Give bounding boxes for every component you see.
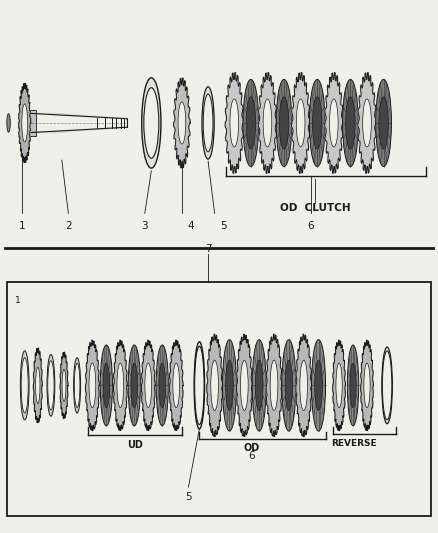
Ellipse shape xyxy=(202,87,214,159)
Ellipse shape xyxy=(270,360,278,410)
Ellipse shape xyxy=(240,360,248,410)
Polygon shape xyxy=(333,340,346,431)
Text: 1: 1 xyxy=(18,221,25,231)
Ellipse shape xyxy=(203,94,213,152)
Ellipse shape xyxy=(128,345,141,426)
Polygon shape xyxy=(292,72,310,173)
Ellipse shape xyxy=(364,363,370,408)
Polygon shape xyxy=(85,340,99,431)
Ellipse shape xyxy=(297,99,305,147)
Ellipse shape xyxy=(20,351,29,420)
Ellipse shape xyxy=(21,358,28,413)
Ellipse shape xyxy=(35,367,40,403)
Ellipse shape xyxy=(142,78,161,168)
Polygon shape xyxy=(170,340,183,431)
Ellipse shape xyxy=(315,360,322,410)
Polygon shape xyxy=(173,78,190,168)
Text: REVERSE: REVERSE xyxy=(332,439,377,448)
Text: 1: 1 xyxy=(15,296,21,305)
Ellipse shape xyxy=(89,363,96,408)
Polygon shape xyxy=(296,334,311,437)
Ellipse shape xyxy=(230,99,239,147)
Text: 3: 3 xyxy=(141,221,148,231)
Ellipse shape xyxy=(329,99,338,147)
Polygon shape xyxy=(237,334,252,437)
Ellipse shape xyxy=(346,97,355,149)
Ellipse shape xyxy=(309,79,325,166)
Ellipse shape xyxy=(363,99,371,147)
Text: OD: OD xyxy=(244,443,260,453)
Polygon shape xyxy=(325,72,343,173)
Polygon shape xyxy=(141,340,155,431)
Ellipse shape xyxy=(194,346,204,425)
Ellipse shape xyxy=(62,369,66,401)
Ellipse shape xyxy=(382,351,392,420)
Ellipse shape xyxy=(159,363,166,408)
Ellipse shape xyxy=(282,340,296,431)
Ellipse shape xyxy=(279,97,289,149)
Text: 2: 2 xyxy=(65,221,72,231)
Ellipse shape xyxy=(74,364,80,408)
Polygon shape xyxy=(207,334,223,437)
Polygon shape xyxy=(225,72,244,173)
Ellipse shape xyxy=(350,363,356,408)
Ellipse shape xyxy=(117,363,124,408)
Polygon shape xyxy=(31,114,127,119)
Ellipse shape xyxy=(7,114,11,132)
Ellipse shape xyxy=(100,345,113,426)
Ellipse shape xyxy=(311,340,325,431)
Polygon shape xyxy=(33,348,42,423)
Ellipse shape xyxy=(336,363,342,408)
Ellipse shape xyxy=(300,360,307,410)
Text: 6: 6 xyxy=(307,221,314,231)
Text: 5: 5 xyxy=(185,492,192,503)
Bar xyxy=(7,282,431,516)
Ellipse shape xyxy=(211,360,219,410)
Ellipse shape xyxy=(285,360,293,410)
Ellipse shape xyxy=(144,88,159,158)
Polygon shape xyxy=(113,340,127,431)
Ellipse shape xyxy=(178,102,186,144)
Ellipse shape xyxy=(74,358,81,413)
Ellipse shape xyxy=(103,363,110,408)
Ellipse shape xyxy=(343,79,358,166)
Ellipse shape xyxy=(255,360,263,410)
Text: UD: UD xyxy=(127,440,143,450)
Ellipse shape xyxy=(223,340,237,431)
Polygon shape xyxy=(29,110,35,136)
Polygon shape xyxy=(360,340,373,431)
Polygon shape xyxy=(258,72,276,173)
Ellipse shape xyxy=(194,342,205,429)
Polygon shape xyxy=(358,72,376,173)
Ellipse shape xyxy=(252,340,266,431)
Ellipse shape xyxy=(173,363,180,408)
Text: 4: 4 xyxy=(187,221,194,231)
Ellipse shape xyxy=(276,79,292,166)
Polygon shape xyxy=(266,334,282,437)
Ellipse shape xyxy=(22,104,28,142)
Ellipse shape xyxy=(379,97,389,149)
Ellipse shape xyxy=(243,79,259,166)
Ellipse shape xyxy=(156,345,168,426)
Ellipse shape xyxy=(226,360,233,410)
Ellipse shape xyxy=(313,97,322,149)
Ellipse shape xyxy=(47,354,55,416)
Polygon shape xyxy=(60,352,68,418)
Ellipse shape xyxy=(246,97,256,149)
Text: OD  CLUTCH: OD CLUTCH xyxy=(280,203,350,213)
Text: 7: 7 xyxy=(205,244,212,254)
Text: 6: 6 xyxy=(248,451,255,461)
Ellipse shape xyxy=(48,361,54,410)
Ellipse shape xyxy=(347,345,359,426)
Polygon shape xyxy=(19,83,31,163)
Text: 5: 5 xyxy=(220,221,227,231)
Ellipse shape xyxy=(145,363,152,408)
Ellipse shape xyxy=(382,347,392,424)
Ellipse shape xyxy=(263,99,272,147)
Ellipse shape xyxy=(131,363,138,408)
Polygon shape xyxy=(31,127,127,133)
Ellipse shape xyxy=(376,79,392,166)
